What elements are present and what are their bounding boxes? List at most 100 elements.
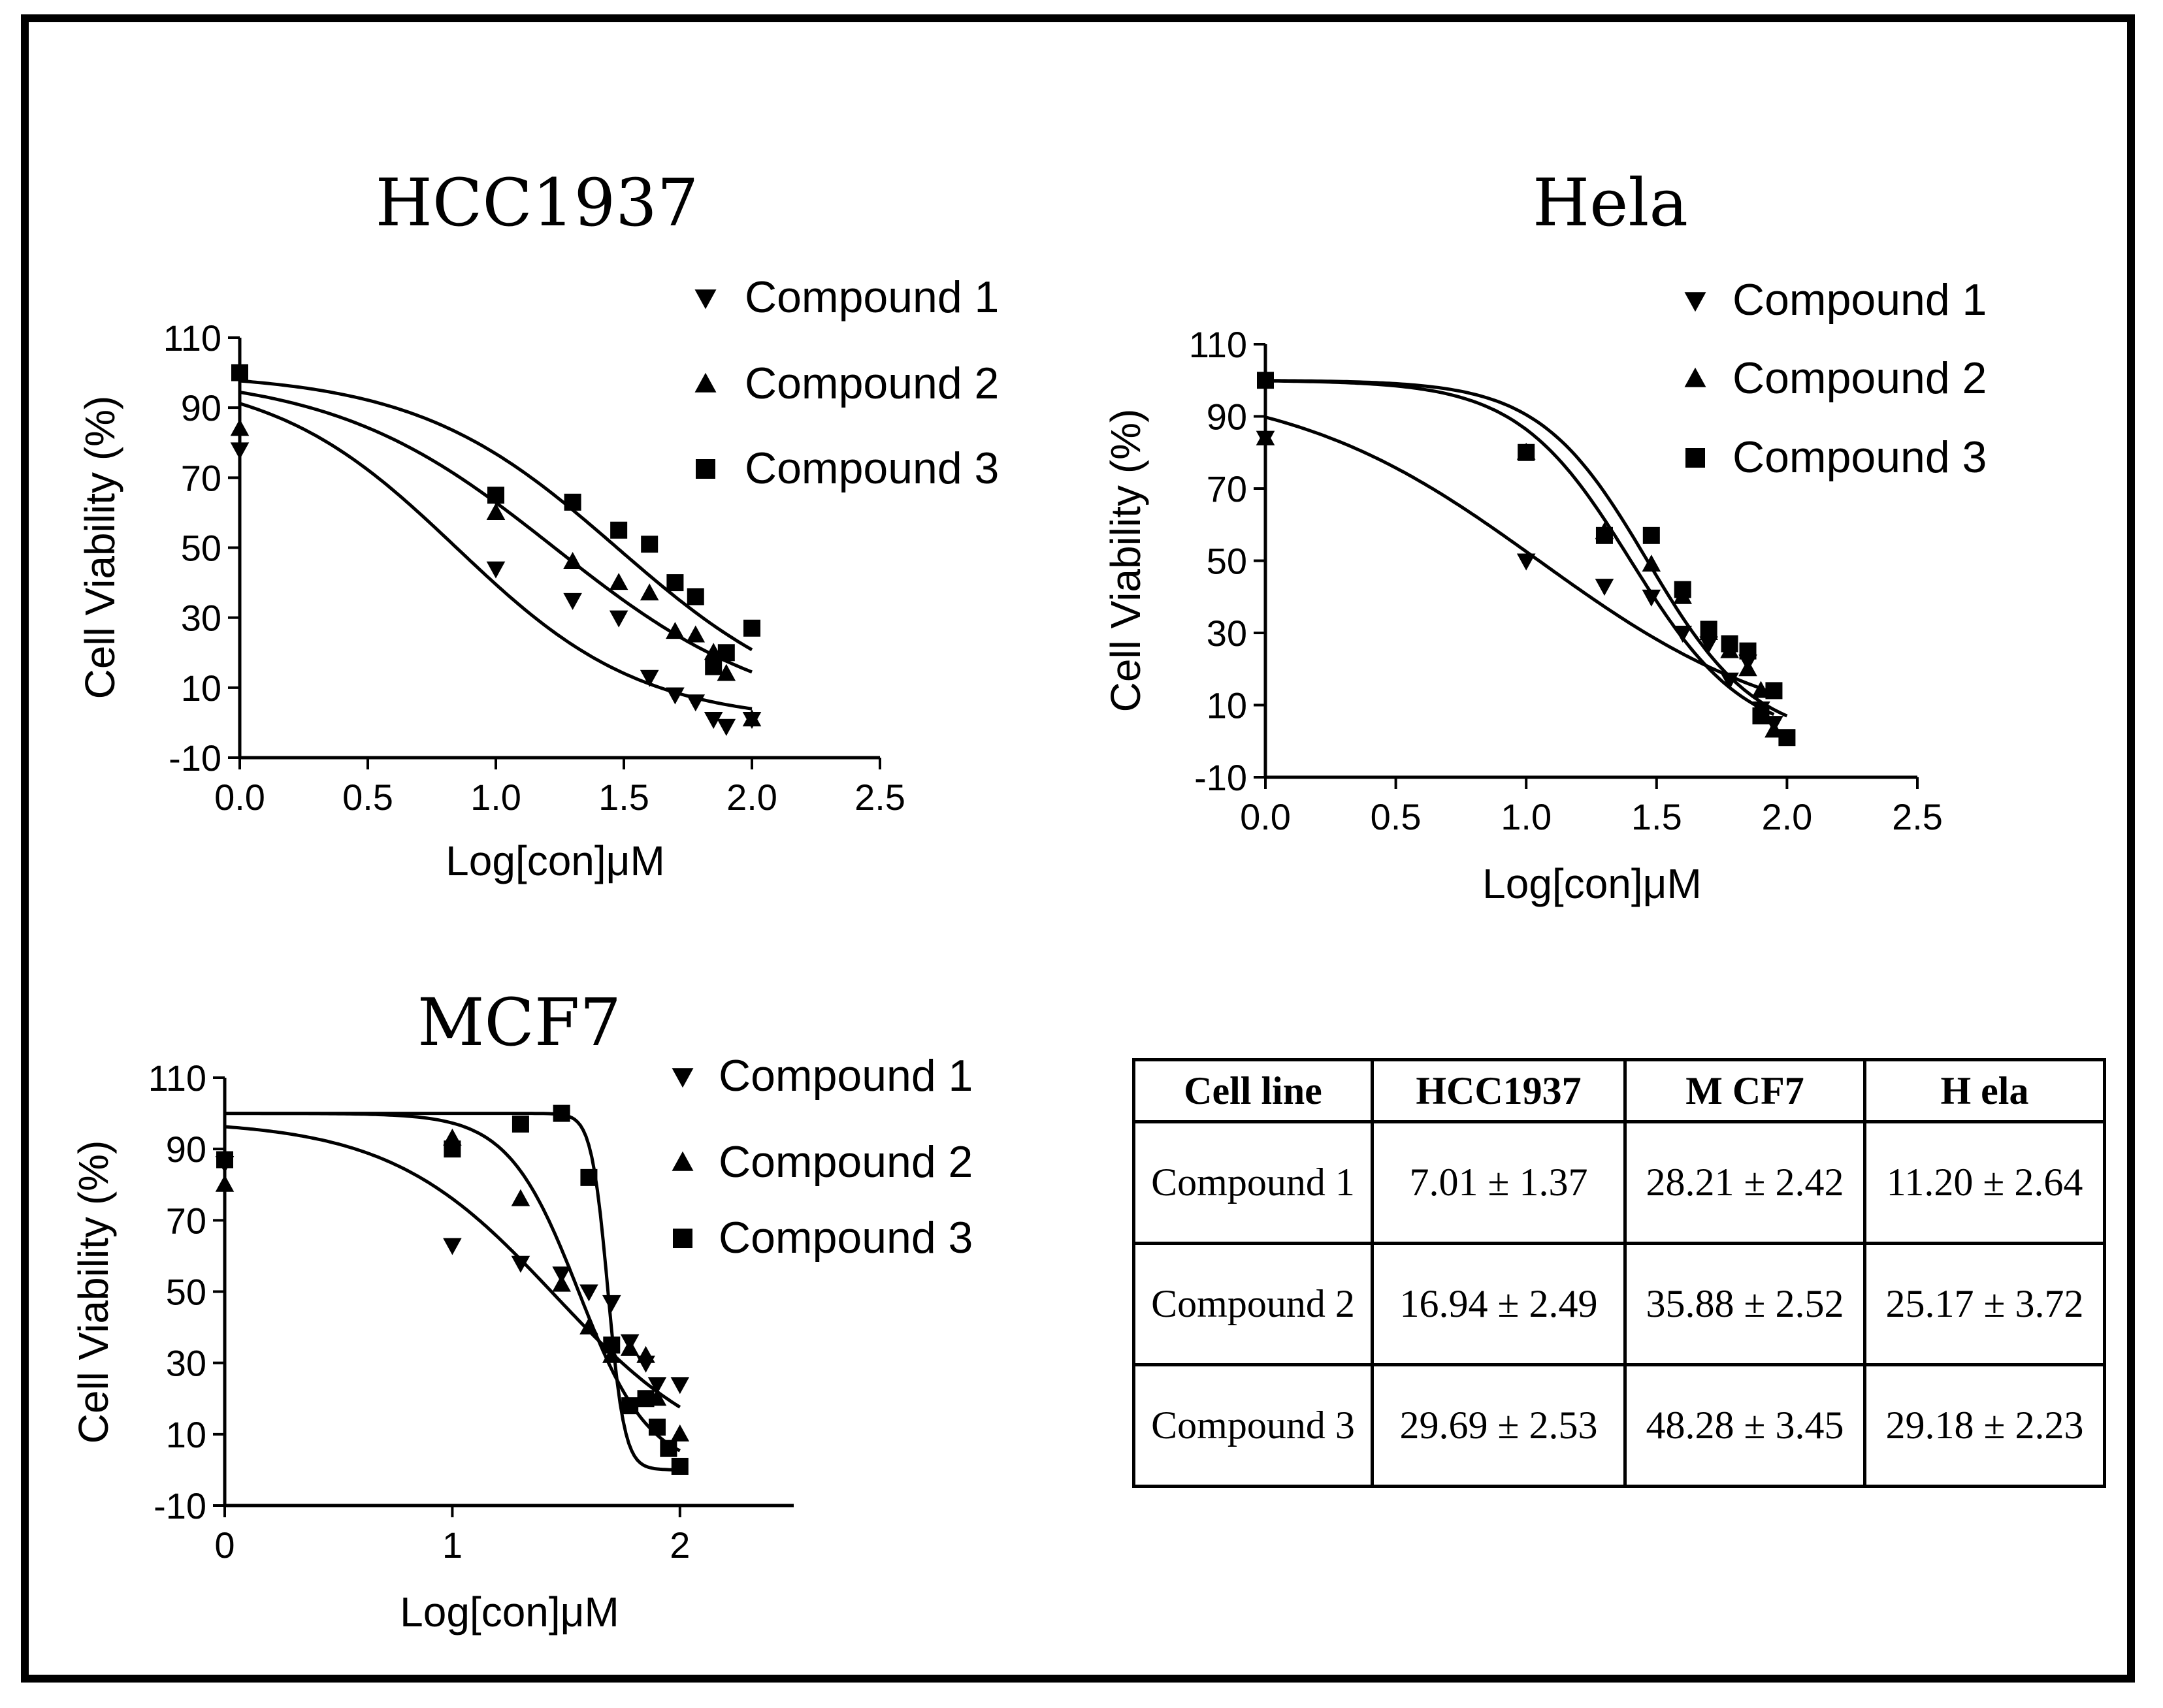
data-point-square	[1674, 581, 1691, 598]
y-tick-label: 70	[181, 457, 221, 498]
table-cell: 29.69 ± 2.53	[1371, 1363, 1627, 1488]
table-cell: 29.18 ± 2.23	[1863, 1363, 2106, 1488]
data-point-square	[641, 536, 659, 553]
y-tick-label: 110	[163, 317, 221, 359]
y-tick-label: 50	[1207, 541, 1247, 582]
series-triangle-up	[1256, 379, 1783, 738]
data-point-triangle-down	[579, 1284, 598, 1302]
y-tick-label: -10	[1194, 757, 1247, 798]
data-point-triangle-up	[640, 583, 659, 601]
legend-label: Compound 1	[1732, 275, 1987, 325]
legend-marker	[694, 372, 717, 393]
y-tick-label: 110	[1189, 324, 1247, 365]
data-point-triangle-down	[609, 610, 628, 628]
x-tick-label: 2.5	[854, 777, 905, 818]
legend-marker	[1685, 448, 1705, 468]
fit-curve	[224, 1125, 681, 1409]
y-tick-label: -10	[169, 737, 221, 779]
fit-curve	[1265, 415, 1775, 695]
legend-label: Compound 2	[745, 359, 999, 408]
legend-marker	[1684, 292, 1706, 312]
data-point-triangle-up	[636, 1345, 655, 1363]
data-point-triangle-down	[670, 1377, 690, 1394]
data-point-square	[621, 1397, 639, 1415]
data-point-square	[512, 1115, 529, 1133]
table-row: Compound 3 29.69 ± 2.53 48.28 ± 3.45 29.…	[1132, 1363, 2106, 1488]
y-tick-label: 10	[181, 668, 221, 709]
fit-curve	[239, 379, 753, 651]
table-header-cell: Cell line	[1132, 1058, 1374, 1123]
data-point-triangle-down	[666, 687, 685, 705]
data-point-triangle-up	[1738, 659, 1757, 677]
fit-curve	[225, 1112, 681, 1453]
data-point-triangle-up	[620, 1338, 640, 1356]
x-tick-label: 1.5	[1631, 796, 1682, 837]
table-cell: 7.01 ± 1.37	[1371, 1120, 1627, 1245]
data-point-triangle-down	[1642, 589, 1661, 607]
data-point-square	[687, 588, 704, 605]
data-point-square	[1765, 682, 1783, 700]
data-point-triangle-down	[511, 1255, 530, 1273]
data-point-square	[1721, 635, 1738, 653]
table-cell: 11.20 ± 2.64	[1863, 1120, 2106, 1245]
table-row: Compound 1 7.01 ± 1.37 28.21 ± 2.42 11.2…	[1132, 1120, 2106, 1245]
legend-label: Compound 2	[1732, 353, 1987, 403]
table-row: Compound 2 16.94 ± 2.49 35.88 ± 2.52 25.…	[1132, 1242, 2106, 1366]
data-point-square	[1595, 526, 1613, 544]
figure-frame	[21, 14, 2135, 1683]
data-point-triangle-up	[511, 1189, 530, 1206]
y-tick-label: 90	[1207, 396, 1247, 438]
data-point-triangle-up	[215, 1174, 235, 1192]
data-point-square	[1642, 526, 1660, 544]
chart-title: HCC1937	[376, 165, 699, 241]
data-point-square	[1257, 372, 1274, 389]
table-cell: Compound 1	[1132, 1120, 1374, 1245]
y-axis-label: Cell Viability (%)	[70, 1140, 117, 1444]
table-cell: Compound 2	[1132, 1242, 1374, 1366]
data-point-square	[648, 1418, 666, 1436]
legend-label: Compound 3	[719, 1213, 973, 1263]
data-point-square	[660, 1440, 677, 1457]
legend-marker	[673, 1229, 692, 1248]
data-point-triangle-up	[1256, 428, 1275, 445]
data-point-triangle-down	[647, 1377, 667, 1394]
table-cell: 25.17 ± 3.72	[1863, 1242, 2106, 1366]
y-tick-label: 30	[181, 598, 221, 639]
data-point-triangle-up	[670, 1424, 690, 1442]
chart-title: MCF7	[417, 984, 621, 1061]
x-tick-label: 0	[214, 1524, 235, 1566]
ic50-table: Cell line HCC1937 M CF7 H ela Compound 1…	[1132, 1058, 2106, 1488]
data-point-triangle-down	[1699, 636, 1718, 654]
series-square	[231, 364, 760, 675]
table-cell: 48.28 ± 3.45	[1623, 1363, 1866, 1488]
chart-panel: HCC1937 -10 10 30 50 70 90 110 0.0 0.5 1.0 1.5 2.0 2.…	[76, 165, 999, 884]
y-tick-label: -10	[154, 1485, 206, 1526]
data-point-triangle-up	[717, 664, 736, 681]
data-point-square	[564, 493, 581, 511]
series-square	[216, 1104, 689, 1475]
data-point-triangle-down	[486, 561, 506, 579]
table-header-cell: HCC1937	[1371, 1058, 1627, 1123]
data-point-triangle-down	[1720, 672, 1739, 690]
data-point-triangle-up	[486, 502, 506, 520]
x-tick-label: 0.0	[1240, 796, 1291, 837]
y-tick-label: 90	[166, 1129, 206, 1170]
data-point-triangle-down	[717, 718, 736, 736]
data-point-triangle-up	[609, 573, 628, 590]
data-point-square	[717, 644, 735, 662]
x-tick-label: 2.0	[726, 777, 777, 818]
x-tick-label: 2	[670, 1524, 690, 1566]
x-axis-label: Log[con]μM	[446, 837, 665, 884]
y-tick-label: 30	[1207, 613, 1247, 654]
data-point-square	[637, 1390, 655, 1408]
data-point-square	[231, 364, 248, 381]
data-point-square	[671, 1457, 689, 1475]
data-point-triangle-up	[1642, 555, 1661, 572]
table-cell: 28.21 ± 2.42	[1623, 1120, 1866, 1245]
y-tick-label: 50	[181, 528, 221, 569]
data-point-square	[487, 487, 504, 504]
x-tick-label: 1.5	[598, 777, 649, 818]
x-tick-label: 1.0	[1501, 796, 1552, 837]
data-point-square	[743, 619, 760, 637]
